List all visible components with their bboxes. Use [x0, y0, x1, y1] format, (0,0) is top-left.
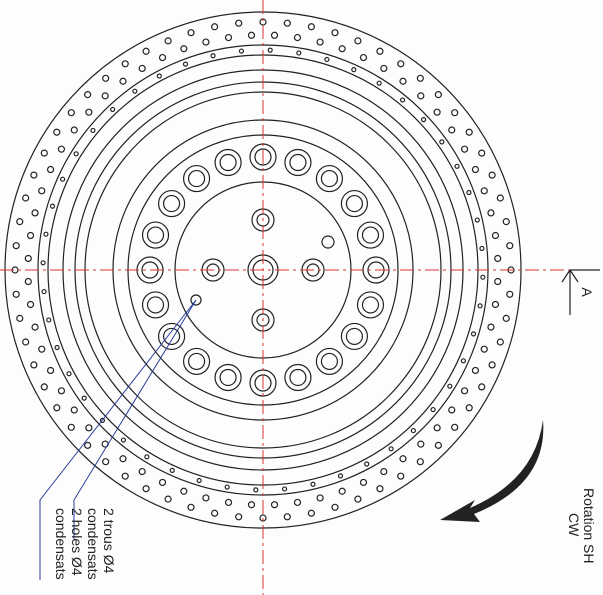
note-line: 2 holes Ø4 — [69, 508, 85, 576]
note-line: 2 trous Ø4 — [101, 508, 117, 574]
drawing: A Rotation SH CW 2 trous Ø4 condensats 2… — [0, 0, 603, 595]
rotation-line: Rotation SH — [581, 488, 597, 563]
note-line: condensats — [85, 508, 101, 580]
section-label: A — [579, 287, 595, 297]
sheet — [0, 0, 603, 595]
note-line: condensats — [53, 508, 69, 580]
rotation-line: CW — [566, 513, 582, 537]
note: 2 trous Ø4 condensats 2 holes Ø4 condens… — [53, 508, 117, 580]
